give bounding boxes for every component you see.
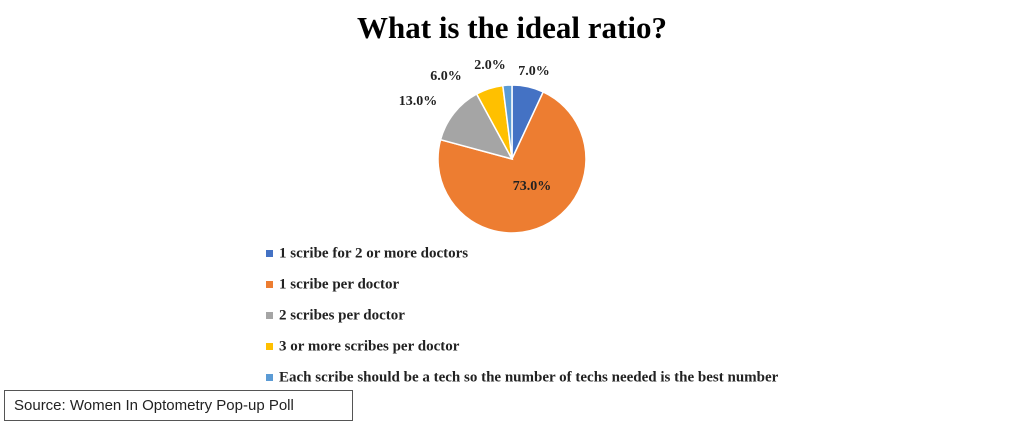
chart-title: What is the ideal ratio? [357,10,667,45]
legend-label: 1 scribe for 2 or more doctors [279,245,468,261]
legend-swatch [266,281,273,288]
legend-swatch [266,374,273,381]
legend-label: 2 scribes per doctor [279,307,405,323]
value-label: 73.0% [513,179,552,194]
source-text: Source: Women In Optometry Pop-up Poll [14,397,294,414]
pie-slice [501,84,513,160]
legend-swatch [266,250,273,257]
value-label: 13.0% [399,94,438,109]
value-label: 7.0% [518,64,550,79]
value-label: 6.0% [430,69,462,84]
legend-label: 3 or more scribes per doctor [279,338,460,354]
value-label: 2.0% [474,58,506,73]
pie-slice [437,90,587,234]
legend-swatch [266,343,273,350]
legend-swatch [266,312,273,319]
legend-label: 1 scribe per doctor [279,276,399,292]
source-box [4,390,353,421]
pie-slice [439,92,514,161]
legend-label: Each scribe should be a tech so the numb… [279,369,779,385]
